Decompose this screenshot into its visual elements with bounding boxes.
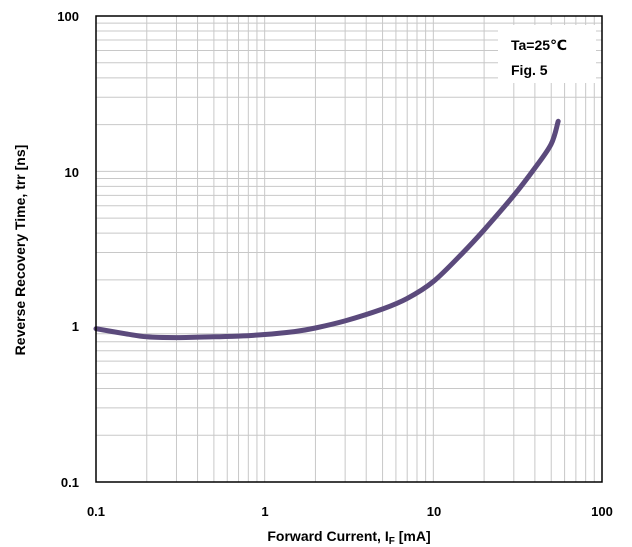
x-tick-label: 1 (261, 504, 268, 519)
annotation-box: Ta=25℃ Fig. 5 (498, 25, 596, 83)
x-tick-label: 100 (591, 504, 613, 519)
plot-frame (95, 15, 603, 483)
annotation-box-background (498, 25, 596, 83)
y-tick-label: 1 (72, 319, 79, 334)
x-axis-title-main: Forward Current, I (267, 528, 388, 544)
y-axis-ticks: 100 10 1 0.1 (57, 9, 79, 490)
y-tick-label: 100 (57, 9, 79, 24)
series-line-0 (93, 118, 561, 341)
y-tick-label: 0.1 (61, 475, 79, 490)
x-axis-title: Forward Current, IF [mA] (267, 528, 430, 547)
figure-annotation: Fig. 5 (511, 62, 548, 78)
x-axis-title-unit: [mA] (395, 528, 431, 544)
grid (96, 16, 602, 482)
x-axis-ticks: 0.1 1 10 100 (87, 504, 613, 519)
temperature-annotation: Ta=25℃ (511, 37, 567, 53)
x-tick-label: 0.1 (87, 504, 105, 519)
y-tick-label: 10 (65, 165, 79, 180)
x-tick-label: 10 (427, 504, 441, 519)
x-axis-title-subscript: F (389, 536, 395, 547)
series (93, 118, 561, 341)
y-axis-title: Reverse Recovery Time, trr [ns] (12, 145, 28, 356)
